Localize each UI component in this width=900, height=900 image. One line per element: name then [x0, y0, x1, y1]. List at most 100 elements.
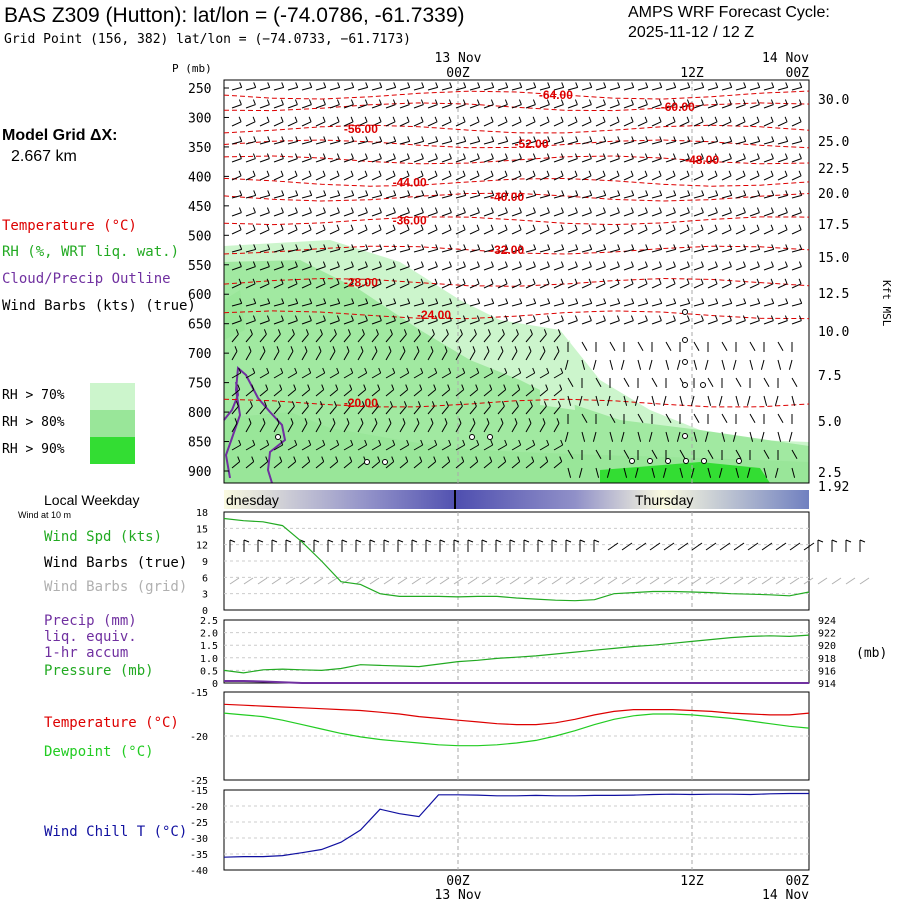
- wind-barb: [760, 431, 765, 442]
- height-tick-label: 20.0: [818, 187, 849, 202]
- wind-barb: [301, 444, 311, 451]
- true-wind-barb-flag: [397, 539, 404, 543]
- wind-barb-flag: [546, 116, 550, 122]
- wind-barb: [735, 194, 746, 199]
- wind-barb: [553, 389, 563, 397]
- isotherm-label: -60.00: [661, 100, 695, 114]
- wind-barb-flag: [350, 278, 354, 284]
- wind-barb-flag: [462, 261, 466, 267]
- wind-barb: [637, 194, 648, 199]
- grid-wind-barb: [747, 577, 758, 585]
- wind-barb: [385, 266, 396, 271]
- height-tick-label: 25.0: [818, 135, 849, 150]
- grid-wind-barb: [719, 577, 730, 585]
- wind-barb: [329, 320, 340, 325]
- wind-barb: [343, 283, 354, 289]
- wind-barb-flag: [318, 418, 322, 424]
- grid-wind-barb: [411, 577, 422, 585]
- wind-barb: [763, 140, 774, 145]
- temperature-line: [223, 703, 810, 726]
- wind-barb-flag: [462, 278, 466, 284]
- wind-barb: [441, 405, 449, 415]
- wind-barb-flag: [602, 278, 606, 284]
- wind-barb: [553, 372, 563, 379]
- grid-wind-barb: [579, 577, 590, 585]
- wind-barb-flag: [602, 207, 606, 213]
- wind-barb: [273, 389, 283, 397]
- windchill-panel-frame: [223, 789, 810, 871]
- wind-barb-flag: [517, 456, 521, 462]
- wind-barb: [427, 461, 437, 469]
- wind-barb: [564, 431, 569, 442]
- wind-barb: [665, 175, 676, 181]
- wind-barb: [385, 389, 395, 397]
- wind-barb: [427, 86, 438, 91]
- wind-barb: [455, 283, 466, 289]
- wind-tick-label: 0: [202, 606, 208, 617]
- wind-barb-flag: [771, 136, 775, 142]
- wind-barb-flag: [294, 315, 298, 321]
- wind-barb: [735, 229, 746, 235]
- wind-barb-flag: [617, 82, 621, 88]
- wind-barb-flag: [476, 367, 480, 374]
- wind-barb: [315, 444, 325, 451]
- wind-barb-flag: [784, 207, 788, 213]
- wind-barb: [637, 413, 644, 423]
- wind-barb: [721, 229, 732, 235]
- wind-barb-flag: [252, 367, 256, 374]
- wind-barb: [539, 302, 550, 307]
- wind-barb: [231, 351, 238, 361]
- wind-barb: [567, 248, 578, 253]
- wind-barb: [735, 175, 746, 181]
- wind-barb-flag: [756, 261, 760, 267]
- wind-barb: [637, 359, 642, 370]
- grid-wind-barb: [789, 577, 800, 585]
- wind-barb-flag: [529, 329, 533, 335]
- wind-barb-flag: [336, 153, 340, 159]
- wind-barb-flag: [658, 207, 662, 213]
- wind-barb-flag: [700, 170, 704, 176]
- wind-barb: [301, 158, 312, 163]
- wind-barb: [413, 372, 423, 379]
- wind-barb: [441, 121, 452, 127]
- wind-barb: [231, 302, 242, 307]
- wind-barb: [749, 86, 760, 91]
- wind-barb: [455, 140, 466, 145]
- wind-barb-flag: [449, 190, 453, 196]
- wind-barb: [511, 302, 522, 307]
- model-grid-label: Model Grid ΔX:: [2, 127, 118, 144]
- isotherm-line: [223, 310, 810, 320]
- wind-barb-flag: [406, 315, 410, 321]
- wind-barb: [427, 372, 437, 379]
- wind-barb-flag: [532, 367, 536, 374]
- wind-barb: [469, 194, 480, 199]
- wind-barb-flag: [644, 315, 648, 321]
- wind-barb-flag: [589, 244, 593, 250]
- wind-barb-flag: [560, 99, 564, 105]
- wind-barb-flag: [277, 329, 281, 335]
- wind-barb-flag: [308, 439, 312, 446]
- pressure-tick-label: 700: [188, 347, 211, 362]
- wind-barb-flag: [350, 170, 354, 176]
- wind-barb: [595, 194, 606, 199]
- wind-barb: [385, 175, 396, 181]
- wind-barb-flag: [477, 136, 481, 142]
- wind-barb-flag: [490, 207, 494, 213]
- wind-barb: [427, 175, 438, 181]
- wind-barb-flag: [403, 329, 407, 335]
- wind-barb: [511, 158, 522, 163]
- wind-barb-flag: [294, 207, 298, 213]
- wind-barb-flag: [248, 346, 252, 352]
- grid-wind-barb: [257, 577, 268, 585]
- wind-speed-label: Wind Spd (kts): [44, 529, 163, 545]
- wind-barb: [455, 333, 463, 343]
- wind-barb: [749, 229, 760, 235]
- wind-barb: [357, 333, 365, 343]
- wind-barb-flag: [532, 99, 536, 105]
- wind-barb-flag: [308, 153, 312, 159]
- wind-barb-flag: [430, 346, 434, 352]
- wind-barb: [301, 248, 312, 253]
- wind-barb-flag: [686, 207, 690, 213]
- wind-barb-flag: [337, 298, 341, 304]
- wind-barb: [441, 333, 449, 343]
